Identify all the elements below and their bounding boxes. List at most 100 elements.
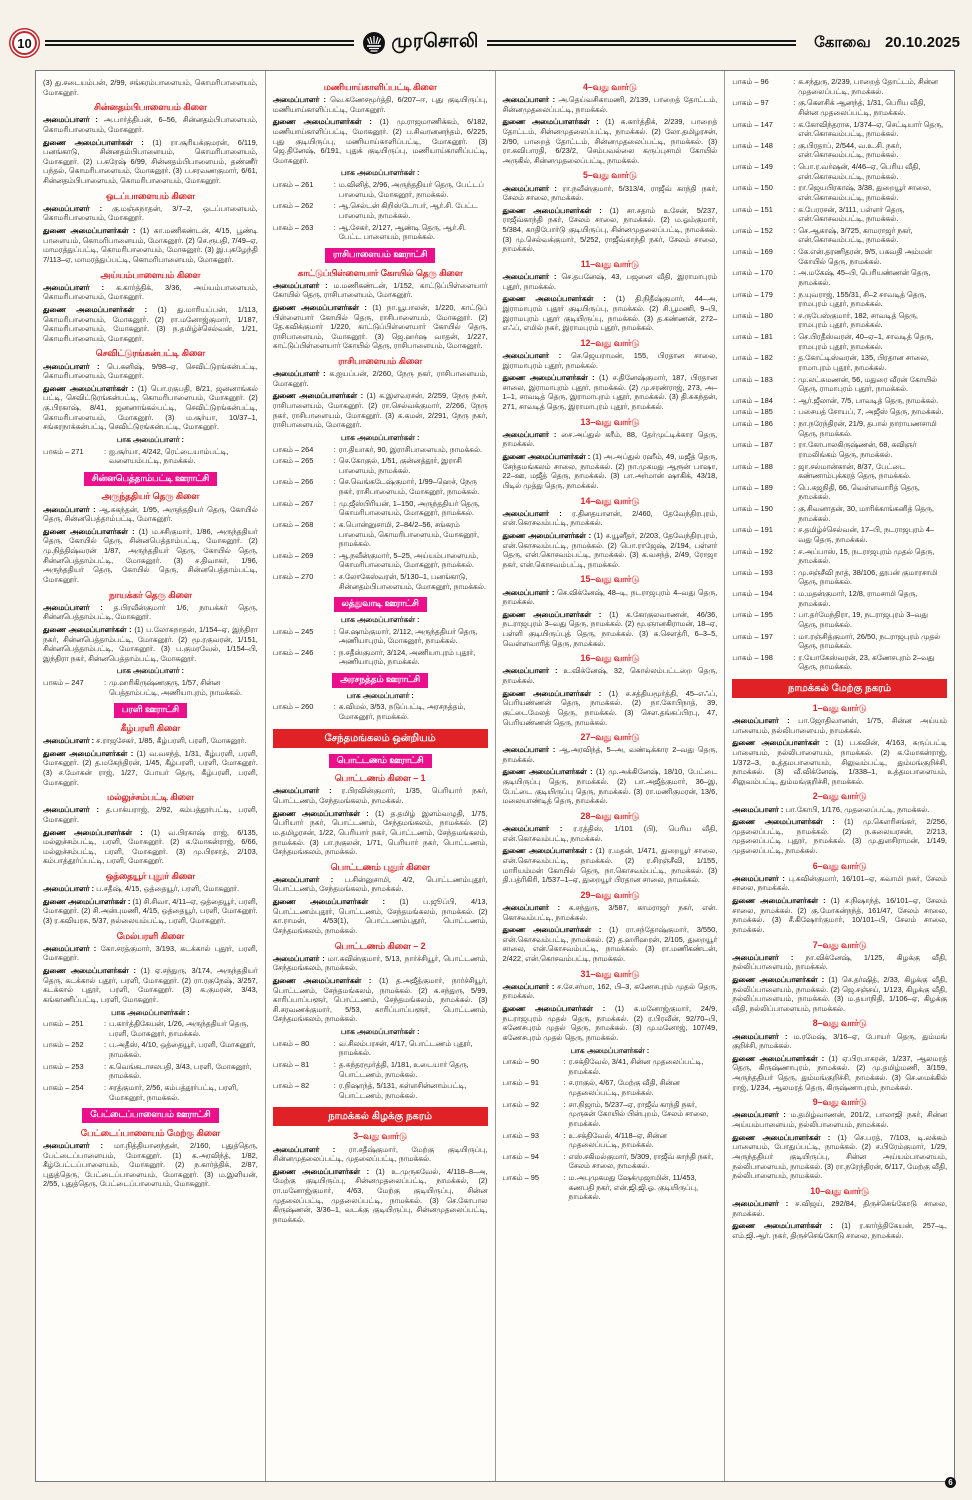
panchayat-heading: பேட்டைப்பாளையம் ஊராட்சி <box>82 1108 219 1123</box>
part-number: பாகம் – 188 <box>732 461 773 471</box>
deputy-organizers-label: துணை அமைப்பாளர்கள் : <box>43 304 158 314</box>
part-organizers-label: பாக அமைப்பாளர்கள் : <box>340 168 420 178</box>
part-text: ந.சதீஸ்குமார், 3/124, அணியாபுரம் புதூர்,… <box>338 647 476 667</box>
branch-heading: ஒடப்பாளையம் கிளை <box>105 190 195 201</box>
part-organizers-label: பாக அமைப்பாளர்கள் : <box>111 1007 190 1017</box>
part-number: பாகம் – 148 <box>732 140 773 150</box>
part-item: பாகம் – 186: நா.நரேந்திரன், 21/9, தபால் ந… <box>732 419 947 438</box>
part-text: செ.கோகுல், 1/51, குன்னத்தூர், இராசி பாளை… <box>338 456 462 475</box>
deputy-organizers-label: துணை அமைப்பாளர்கள் : <box>502 452 593 462</box>
organizer-label: அமைப்பாளர் : <box>43 1140 115 1150</box>
part-number: பாகம் – 82 <box>272 1081 310 1091</box>
part-colon: : <box>333 550 336 560</box>
page-end-mark: 6 <box>945 1477 956 1488</box>
part-item: பாகம் – 251: ப.கார்த்திகேயன், 1/26, அருந்… <box>43 1019 258 1038</box>
part-text: சரத்குமார், 2/56, கம்பத்தூர்பட்டி, பரளி,… <box>109 1082 239 1102</box>
edition-name: கோவை <box>814 33 871 51</box>
part-text: சா.நிஜாம், 5/237–ஏ, ராஜீவ் காந்தி நகர், … <box>568 1099 709 1128</box>
part-text: கு.கௌசிக் ஆனந்த், 1/31, பெரிய வீதி, சின்… <box>798 98 926 117</box>
part-number: பாகம் – 251 <box>43 1019 84 1029</box>
part-text: மா.ரஞ்சித்குமார், 26/50, நடராஜபுரம் முதல… <box>798 631 941 651</box>
organizer-label: அமைப்பாளர் : <box>502 824 574 834</box>
organizer-label: அமைப்பாளர் : <box>272 786 342 796</box>
part-text: க.விமல், 3/53, நடுப்பட்டி, அரசநத்தம், மோ… <box>338 702 466 721</box>
part-text: ச.லோகேஸ்வரன், 5/130–1, பனங்காடு, சின்னதம… <box>338 572 486 591</box>
deputy-organizers-paragraph: துணை அமைப்பாளர்கள் : (1) ச.யூனீதர், 2/20… <box>502 530 718 569</box>
organizer-label: அமைப்பாளர் : <box>732 1031 794 1041</box>
part-colon: : <box>103 446 107 456</box>
part-colon: : <box>103 1082 107 1092</box>
deputy-organizers-paragraph: துணை அமைப்பாளர்கள் : (1) செ.பரத், 7/103,… <box>732 1132 948 1181</box>
deputy-organizers-paragraph: துணை அமைப்பாளர்கள் : (1) ச.தினேஷ்குமார்,… <box>502 373 718 412</box>
part-number: பாகம் – 185 <box>732 407 773 417</box>
part-colon: : <box>333 626 336 636</box>
organizer-paragraph: அமைப்பாளர் : அ.பார்த்திபன், 6–56, சின்னத… <box>43 115 258 134</box>
part-text: மு.லட்சுமணன், 56, மதுரை வீரன் கோயில் தெர… <box>798 374 938 394</box>
deputy-organizers-label: துணை அமைப்பாளர்கள் : <box>43 624 135 634</box>
part-text: க.பொன்னுசாமி, 2–84/2–56, சங்கரம் பாளையம்… <box>338 519 480 549</box>
part-number: பாகம் – 270 <box>272 572 314 581</box>
header-rule-right <box>486 40 797 46</box>
part-number: பாகம் – 263 <box>272 222 314 232</box>
part-colon: : <box>793 461 796 471</box>
deputy-organizers-label: துணை அமைப்பாளர்கள் : <box>43 383 138 393</box>
branch-heading: மணியாய்காளிப்பட்டி கிளை <box>323 82 437 92</box>
part-item: பாகம் – 190: கு.சிவனாதன், 30, மாரிக்காங்க… <box>732 504 947 523</box>
deputy-organizers-paragraph: துணை அமைப்பாளர்கள் : (1) உ.முருகவேல், 4/… <box>272 1166 488 1224</box>
part-organizers-label: பாக அமைப்பாளர்கள் : <box>570 1045 650 1055</box>
part-number: பாகம் – 197 <box>732 631 773 641</box>
part-text: பசையத் சோயப், 7, அஜீஸ் தெரு, நாமக்கல். <box>798 407 944 417</box>
part-colon: : <box>333 519 336 529</box>
deputy-organizers-label: துணை அமைப்பாளர்கள் : <box>502 294 616 304</box>
part-text: ப.கார்த்திகேயன், 1/26, அருந்ததியர் தெரு,… <box>109 1019 249 1038</box>
part-colon: : <box>563 1173 566 1183</box>
deputy-organizers-paragraph: துணை அமைப்பாளர்கள் : (1) வ.வசந்த், 1/31,… <box>43 748 258 787</box>
masthead-title: முரசொலி <box>391 31 479 52</box>
organizer-paragraph: அமைப்பாளர் : பு.கவின்குமார், 16/101–ஏ, க… <box>732 873 947 893</box>
branch-heading: பேட்டைப்பாளையம் மேற்கு கிளை <box>80 1127 220 1138</box>
organizer-label: அமைப்பாளர் : <box>502 666 564 676</box>
organizer-label: அமைப்பாளர் : <box>43 736 97 746</box>
part-organizers-label: பாக அமைப்பாளர்கள் : <box>340 1027 420 1037</box>
part-number: பாகம் – 191 <box>732 525 773 535</box>
part-colon: : <box>333 647 336 657</box>
deputy-organizers-label: துணை அமைப்பாளர்கள் : <box>732 1221 842 1231</box>
part-item: பாகம் – 82: ர.நிஷாந்த், 5/131, கள்ளசின்னா… <box>273 1081 488 1100</box>
organizer-label: அமைப்பாளர் : <box>272 369 330 379</box>
deputy-organizers-label: துணை அமைப்பாளர்கள் : <box>502 373 599 383</box>
part-colon: : <box>333 180 336 190</box>
part-colon: : <box>793 268 796 278</box>
organizer-paragraph: அமைப்பாளர் : ஆ.சுகந்தன், 1/95, அருந்ததிய… <box>43 504 258 524</box>
deputy-organizers-label: துணை அமைப்பாளர்கள் : <box>43 526 139 536</box>
part-colon: : <box>333 702 336 712</box>
part-item: பாகம் – 182: த.கோட்டிஸ்வரன், 135, பிரதான … <box>732 353 947 372</box>
part-item: பாகம் – 189: பெ.கஜநிதி, 66, வெள்ளவாரித் த… <box>732 483 947 502</box>
organizer-label: அமைப்பாளர் : <box>43 504 100 514</box>
part-number: பாகம் – 93 <box>502 1130 539 1140</box>
organizer-paragraph: அமைப்பாளர் : ர.ரத்திஸ், 1/101 (பி), பெரி… <box>502 824 718 843</box>
branch-heading: மல்லுச்சம்பட்டி கிளை <box>107 792 194 803</box>
union-heading: சேந்தமங்கலம் ஒன்றியம் <box>272 728 488 748</box>
part-text: க.சந்துரு, 2/239, பாறைத் தோட்டம், சின்ன … <box>798 77 938 96</box>
part-item: பாகம் – 81: த.சுந்தரமூர்த்தி, 1/181, உடைய… <box>273 1060 488 1079</box>
part-number: பாகம் – 189 <box>732 482 773 492</box>
organizer-paragraph: அமைப்பாளர் : ர.தினதயாளன், 2/460, தேவேந்த… <box>502 508 718 528</box>
part-text: மு.சஞ்சீவி நாத், 38/106, தூபன் குமாரசாமி… <box>798 567 938 587</box>
organizer-paragraph: அமைப்பாளர் : ரா.சதீஷ்குமார், மேற்கு குடி… <box>272 1144 488 1164</box>
organizer-paragraph: அமைப்பாளர் : ஆ.அரவிந்த், 5–அ, வண்டிக்கார… <box>502 745 718 764</box>
part-number: பாகம் – 96 <box>732 77 769 86</box>
part-text: செ.ஷாம்குமார், 2/112, அருந்ததியர் தெரு, … <box>338 626 478 646</box>
part-number: பாகம் – 262 <box>272 201 314 211</box>
page-number: 10 <box>17 35 32 51</box>
page-number-badge: 10 <box>12 31 37 55</box>
part-colon: : <box>793 119 796 129</box>
deputy-organizers-label: துணை அமைப்பாளர்கள் : <box>43 827 151 837</box>
part-number: பாகம் – 193 <box>732 567 773 577</box>
deputy-organizers-label: துணை அமைப்பாளர்கள் : <box>502 117 606 127</box>
organizer-label: அமைப்பாளர் : <box>732 952 806 962</box>
part-item: பாகம் – 180: ச.ருபேஸ்குமார், 182, சாவடித்… <box>732 311 947 330</box>
part-text: ம.அபுமுகமது ஷேக்முஜாமின், 11/453, கணபதி … <box>568 1173 699 1202</box>
organizer-label: அமைப்பாளர் : <box>272 280 334 290</box>
part-number: பாகம் – 183 <box>732 374 773 384</box>
deputy-organizers-label: துணை அமைப்பாளர்கள் : <box>43 226 141 236</box>
